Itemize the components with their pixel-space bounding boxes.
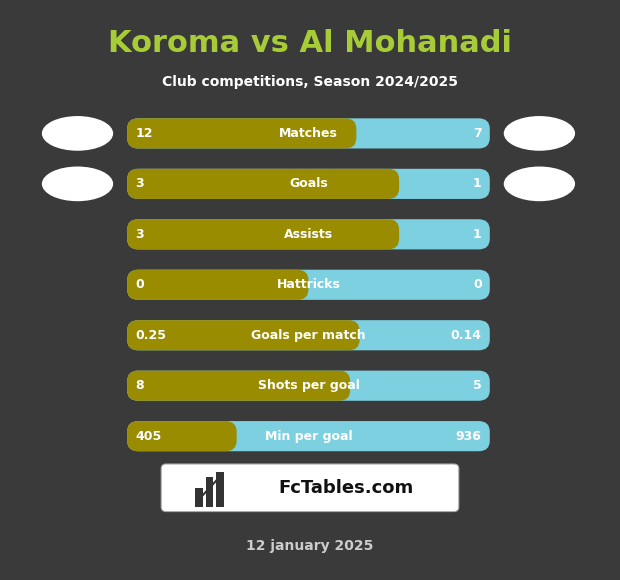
Text: 1: 1: [473, 177, 482, 190]
Text: 405: 405: [135, 430, 161, 443]
Text: 0.14: 0.14: [451, 329, 482, 342]
FancyBboxPatch shape: [127, 169, 490, 199]
Text: Assists: Assists: [284, 228, 333, 241]
Text: 7: 7: [473, 127, 482, 140]
Text: Matches: Matches: [279, 127, 338, 140]
Text: 12 january 2025: 12 january 2025: [246, 539, 374, 553]
FancyBboxPatch shape: [216, 472, 224, 507]
FancyBboxPatch shape: [127, 320, 490, 350]
Ellipse shape: [503, 166, 575, 201]
Text: 0: 0: [473, 278, 482, 291]
Text: 3: 3: [135, 177, 144, 190]
FancyBboxPatch shape: [127, 270, 309, 300]
Text: 0: 0: [135, 278, 144, 291]
FancyBboxPatch shape: [127, 219, 490, 249]
FancyBboxPatch shape: [206, 477, 213, 507]
Text: 5: 5: [473, 379, 482, 392]
Ellipse shape: [503, 116, 575, 151]
FancyBboxPatch shape: [127, 270, 490, 300]
FancyBboxPatch shape: [127, 118, 490, 148]
Text: 8: 8: [135, 379, 144, 392]
Text: 0.25: 0.25: [135, 329, 166, 342]
FancyBboxPatch shape: [127, 118, 356, 148]
Text: 1: 1: [473, 228, 482, 241]
Text: Goals: Goals: [289, 177, 328, 190]
FancyBboxPatch shape: [195, 488, 203, 507]
Text: Min per goal: Min per goal: [265, 430, 352, 443]
FancyBboxPatch shape: [161, 464, 459, 512]
Text: Hattricks: Hattricks: [277, 278, 340, 291]
Ellipse shape: [42, 116, 113, 151]
Text: 936: 936: [456, 430, 482, 443]
FancyBboxPatch shape: [127, 371, 350, 401]
Text: Club competitions, Season 2024/2025: Club competitions, Season 2024/2025: [162, 75, 458, 89]
Text: FcTables.com: FcTables.com: [278, 478, 414, 497]
FancyBboxPatch shape: [127, 219, 399, 249]
FancyBboxPatch shape: [127, 371, 490, 401]
FancyBboxPatch shape: [127, 421, 237, 451]
FancyBboxPatch shape: [127, 421, 490, 451]
Text: 3: 3: [135, 228, 144, 241]
FancyBboxPatch shape: [127, 169, 399, 199]
Text: Koroma vs Al Mohanadi: Koroma vs Al Mohanadi: [108, 29, 512, 58]
Text: Shots per goal: Shots per goal: [257, 379, 360, 392]
Text: 12: 12: [135, 127, 153, 140]
FancyBboxPatch shape: [127, 320, 360, 350]
Text: Goals per match: Goals per match: [251, 329, 366, 342]
Ellipse shape: [42, 166, 113, 201]
